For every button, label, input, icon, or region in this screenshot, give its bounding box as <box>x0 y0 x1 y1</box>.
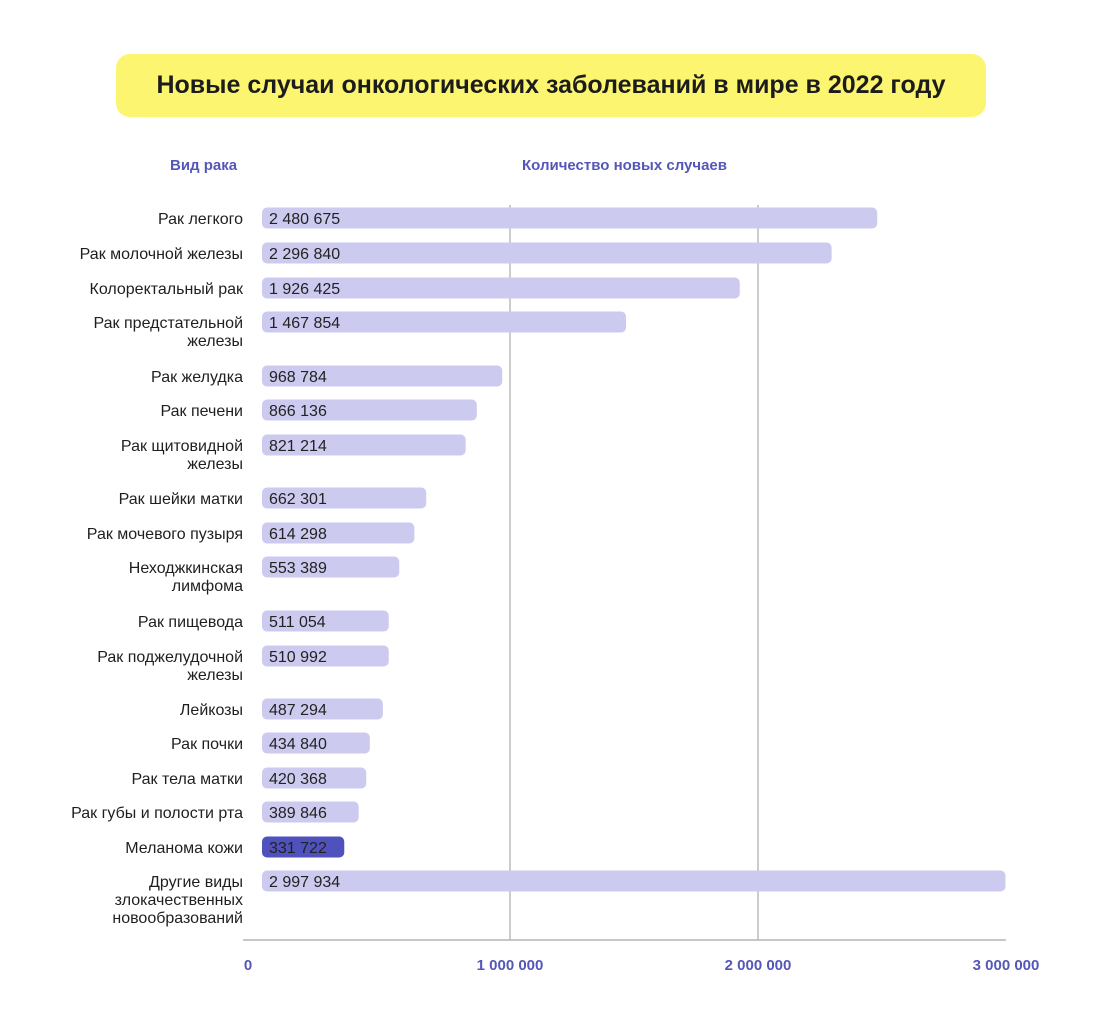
data-label: 1 926 425 <box>269 281 340 298</box>
data-label: 487 294 <box>269 702 327 719</box>
category-label: железы <box>187 667 243 684</box>
data-label: 614 298 <box>269 526 327 543</box>
data-label: 662 301 <box>269 491 327 508</box>
category-label: Рак легкого <box>158 211 243 228</box>
data-label: 420 368 <box>269 771 327 788</box>
data-label: 866 136 <box>269 403 327 420</box>
data-label: 511 054 <box>269 614 326 631</box>
category-label: Меланома кожи <box>125 840 243 857</box>
category-label: Неходжкинская <box>129 560 243 577</box>
bar <box>262 836 345 858</box>
category-label: Рак щитовидной <box>121 438 243 455</box>
category-label: новообразований <box>112 910 243 927</box>
bar <box>262 311 627 333</box>
category-label: Рак желудка <box>151 369 243 386</box>
category-label: Рак поджелудочной <box>97 649 243 666</box>
data-label: 331 722 <box>269 840 327 857</box>
bar <box>262 434 466 456</box>
bar <box>262 645 389 667</box>
category-label: Рак печени <box>160 403 243 420</box>
data-label: 553 389 <box>269 560 327 577</box>
category-label: Рак почки <box>171 736 243 753</box>
chart-title-box: Новые случаи онкологических заболеваний … <box>116 54 986 117</box>
bar <box>262 207 878 229</box>
category-label: железы <box>187 456 243 473</box>
data-label: 968 784 <box>269 369 327 386</box>
bar <box>262 732 370 754</box>
bar <box>262 870 1006 892</box>
x-tick-label: 2 000 000 <box>725 957 792 974</box>
bar <box>262 767 367 789</box>
x-tick-label: 0 <box>244 957 252 974</box>
x-tick-label: 3 000 000 <box>973 957 1040 974</box>
data-label: 389 846 <box>269 805 327 822</box>
bar <box>262 610 389 632</box>
category-label: Рак тела матки <box>132 771 244 788</box>
category-label: Рак мочевого пузыря <box>87 526 243 543</box>
bar <box>262 487 427 509</box>
data-label: 2 480 675 <box>269 211 340 228</box>
category-label: Лейкозы <box>180 702 243 719</box>
x-tick-label: 1 000 000 <box>477 957 544 974</box>
category-label: Рак предстательной <box>94 315 243 332</box>
data-label: 1 467 854 <box>269 315 340 332</box>
data-label: 821 214 <box>269 438 327 455</box>
category-label: Другие виды <box>149 874 243 891</box>
bar <box>262 801 359 823</box>
bar <box>262 399 477 421</box>
category-label: Рак молочной железы <box>80 246 243 263</box>
category-label: Колоректальный рак <box>90 281 244 298</box>
category-label: Рак губы и полости рта <box>71 805 243 822</box>
category-column-header: Вид рака <box>170 157 238 174</box>
bar <box>262 365 503 387</box>
category-label: Рак пищевода <box>138 614 243 631</box>
data-label: 2 296 840 <box>269 246 340 263</box>
bar <box>262 242 832 264</box>
category-label: злокачественных <box>115 892 243 909</box>
data-label: 434 840 <box>269 736 327 753</box>
category-label: железы <box>187 333 243 350</box>
bar <box>262 277 740 299</box>
category-label: Рак шейки матки <box>119 491 243 508</box>
bar <box>262 698 383 720</box>
data-label: 2 997 934 <box>269 874 340 891</box>
bar <box>262 522 415 544</box>
bar <box>262 556 400 578</box>
value-column-header: Количество новых случаев <box>522 157 727 174</box>
data-label: 510 992 <box>269 649 327 666</box>
chart-title: Новые случаи онкологических заболеваний … <box>156 71 946 99</box>
category-label: лимфома <box>172 578 243 595</box>
